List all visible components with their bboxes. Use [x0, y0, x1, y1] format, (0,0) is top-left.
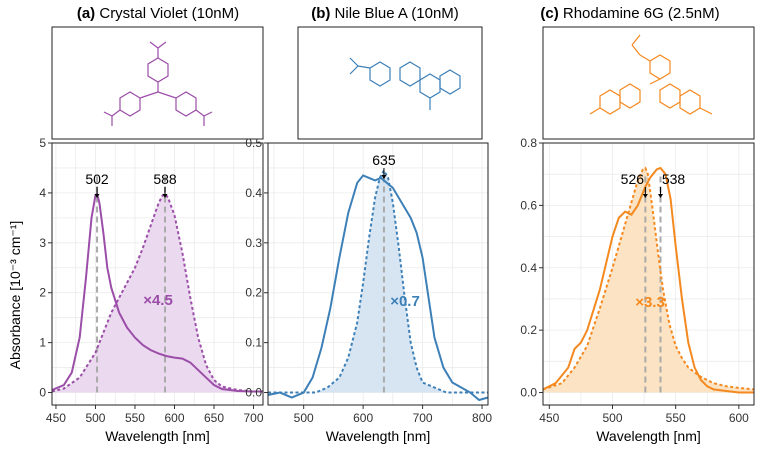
y-tick-label: 0: [39, 386, 46, 400]
y-tick-label: 0.0: [520, 386, 537, 400]
y-tick-label: 4: [39, 186, 46, 200]
y-tick-label: 0.8: [520, 136, 537, 150]
chart-panel-a: 450 500 550 600 650 700 0 1 2 3 4 5 502 588 ×4.5 Wavele…: [39, 136, 264, 444]
y-tick-label: 0.1: [245, 336, 262, 350]
structure-box-rhodamine: [542, 26, 755, 140]
x-tick-label: 600: [164, 411, 184, 425]
y-tick-label: 0.2: [245, 286, 262, 300]
peak-arrowhead: [658, 194, 664, 198]
series-line-solid: [267, 174, 489, 402]
y-tick-label: 0.0: [245, 386, 262, 400]
x-tick-label: 500: [85, 411, 105, 425]
y-tick-label: 0.3: [245, 236, 262, 250]
x-tick-label: 700: [413, 411, 433, 425]
series-area-fill: [268, 170, 488, 393]
peak-arrowhead: [94, 194, 100, 198]
chart-panel-c: 450 500 550 600 0.0 0.2 0.4 0.6 0.8 526 538 ×3.3 Wav…: [520, 136, 755, 444]
scale-multiplier: ×0.7: [390, 293, 420, 310]
x-tick-label: 600: [353, 411, 373, 425]
panel-b-title: (b) Nile Blue A (10nM): [311, 5, 459, 22]
peak-label: 635: [372, 152, 396, 168]
y-tick-label: 0.4: [245, 186, 262, 200]
x-tick-label: 500: [294, 411, 314, 425]
peak-arrowhead: [381, 175, 387, 179]
panel-c-title: (c) Rhodamine 6G (2.5nM): [540, 5, 719, 22]
structure-box-nile-blue: [297, 26, 483, 140]
y-tick-label: 3: [39, 236, 46, 250]
x-tick-label: 650: [204, 411, 224, 425]
peak-arrowhead: [162, 194, 168, 198]
x-axis-label: Wavelength [nm]: [326, 428, 431, 444]
scale-multiplier: ×4.5: [143, 292, 173, 309]
peak-label: 538: [662, 171, 686, 187]
x-tick-label: 500: [602, 411, 622, 425]
y-tick-label: 5: [39, 136, 46, 150]
series-line-dashed: [51, 192, 263, 393]
y-tick-label: 1: [39, 336, 46, 350]
y-tick-label: 2: [39, 286, 46, 300]
structure-box-crystal-violet: [51, 26, 264, 140]
peak-label: 588: [153, 171, 177, 187]
x-tick-label: 800: [472, 411, 492, 425]
x-tick-label: 600: [729, 411, 749, 425]
plot-frame: [542, 142, 755, 406]
x-axis-label: Wavelength [nm]: [596, 428, 701, 444]
x-tick-label: 450: [539, 411, 559, 425]
y-tick-label: 0.5: [245, 136, 262, 150]
peak-arrowhead: [642, 194, 648, 198]
y-tick-label: 0.2: [520, 323, 537, 337]
series-line-solid: [51, 192, 263, 393]
series-line-dashed: [542, 166, 755, 391]
x-tick-label: 700: [244, 411, 264, 425]
x-tick-label: 450: [46, 411, 66, 425]
chart-panel-b: 500 600 700 800 0.0 0.1 0.2 0.3 0.4 0.5 635 ×0.7 Wav…: [245, 136, 492, 444]
x-tick-label: 550: [125, 411, 145, 425]
peak-label: 502: [85, 171, 109, 187]
x-tick-label: 550: [666, 411, 686, 425]
panel-a-title: (a) Crystal Violet (10nM): [77, 5, 239, 22]
x-axis-label: Wavelength [nm]: [105, 428, 210, 444]
series-line-dashed: [268, 168, 488, 394]
y-axis-label: Absorbance [10⁻³ cm⁻¹]: [7, 221, 23, 370]
y-tick-label: 0.4: [520, 261, 537, 275]
series-area-fill: [543, 167, 754, 393]
series-line-solid: [542, 166, 754, 394]
peak-label: 526: [621, 171, 645, 187]
plot-frame: [267, 142, 489, 406]
scale-multiplier: ×3.3: [635, 294, 665, 311]
plot-frame: [51, 142, 264, 406]
series-area-fill: [52, 193, 263, 393]
y-tick-label: 0.6: [520, 198, 537, 212]
